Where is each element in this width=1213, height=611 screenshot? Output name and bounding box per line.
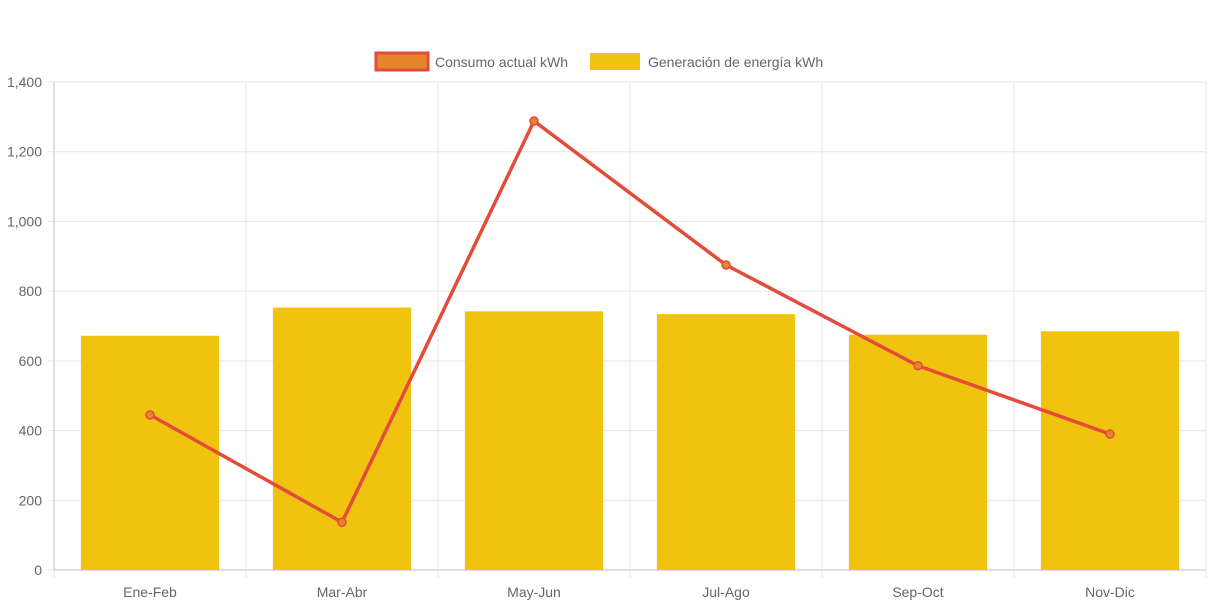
line-point — [913, 360, 923, 371]
y-tick-label: 0 — [34, 562, 42, 578]
y-tick-label: 200 — [19, 492, 43, 508]
bar — [1040, 331, 1180, 570]
line-point — [1105, 429, 1115, 439]
legend-label-generacion: Generación de energía kWh — [648, 54, 823, 70]
bar — [848, 334, 988, 570]
line-point — [721, 260, 731, 270]
bar — [464, 311, 604, 570]
legend-label-consumo: Consumo actual kWh — [435, 54, 568, 70]
x-tick-label: Jul-Ago — [702, 584, 750, 600]
bar — [80, 335, 220, 570]
y-tick-label: 1,000 — [7, 213, 42, 229]
line-path — [148, 119, 1112, 524]
legend-swatch-consumo — [374, 51, 430, 72]
line-series-consumo — [145, 116, 1115, 527]
y-tick-label: 800 — [19, 283, 43, 299]
x-tick-label: Sep-Oct — [892, 584, 943, 600]
legend-item-consumo[interactable]: Consumo actual kWh — [374, 51, 568, 72]
y-tick-label: 1,200 — [7, 144, 42, 160]
legend: Consumo actual kWh Generación de energía… — [374, 51, 823, 72]
bar — [656, 314, 796, 570]
line-point — [529, 116, 539, 126]
x-tick-label: May-Jun — [507, 584, 561, 600]
y-tick-label: 400 — [19, 423, 43, 439]
y-tick-label: 1,400 — [7, 74, 42, 90]
x-tick-label: Nov-Dic — [1085, 584, 1135, 600]
grid — [53, 81, 1207, 571]
axes: 0 200 400 600 800 1,000 1,200 1,400 Ene-Feb Mar-A… — [7, 74, 1207, 600]
x-tick-label: Ene-Feb — [123, 584, 177, 600]
x-tick-label: Mar-Abr — [317, 584, 368, 600]
bar — [272, 307, 412, 570]
line-point — [145, 410, 155, 420]
line-point — [337, 517, 347, 527]
y-tick-label: 600 — [19, 353, 43, 369]
legend-item-generacion[interactable]: Generación de energía kWh — [590, 53, 823, 70]
legend-swatch-generacion — [590, 53, 640, 70]
bar-series-generacion — [80, 307, 1180, 570]
